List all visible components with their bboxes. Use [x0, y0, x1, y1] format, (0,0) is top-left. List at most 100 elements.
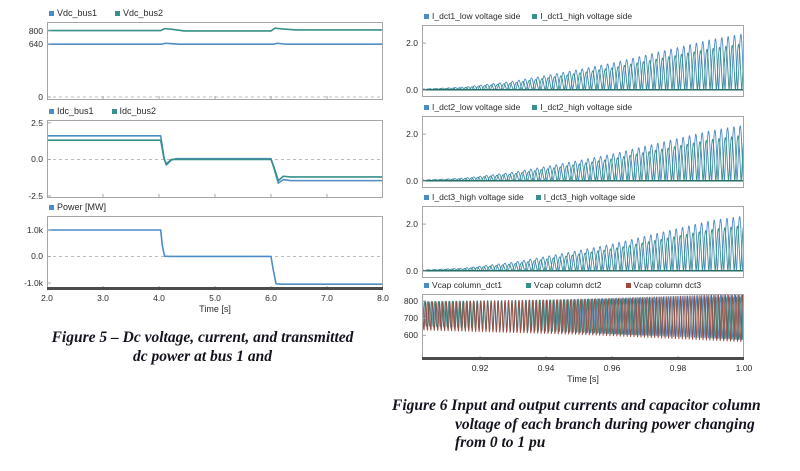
vcap-xaxis-title: Time [s]: [567, 374, 599, 384]
power-plot-canvas: [47, 216, 383, 290]
figure6-caption-line1: Figure 6 Input and output currents and c…: [392, 397, 761, 414]
blue-legend-marker-icon: [424, 104, 429, 110]
blue-legend-marker-icon: [424, 282, 429, 288]
power-xtick-label: 4.0: [153, 293, 165, 303]
vcap-legend-item: Vcap column dct2: [525, 280, 602, 290]
power-plot: Power [MW] 1.0k 0.0 -1.0k 2.0 3.0 4.0 5.0 6.0 7.0…: [24, 202, 389, 314]
i-dct1-legend-item: I_dct1_low voltage side: [424, 11, 520, 21]
idc-plot: Idc_bus1 Idc_bus2 2.5 0.0 -2.5: [28, 106, 383, 201]
teal-legend-marker-icon: [115, 10, 121, 16]
idc-bus-legend-item: Idc_bus1: [49, 106, 94, 116]
i-dct3-plot-canvas: [422, 206, 744, 278]
blue-legend-marker-icon: [49, 108, 54, 114]
teal-legend-marker-icon: [525, 282, 531, 288]
idc-bus-ytick-label: 2.5: [31, 117, 43, 128]
vcap-legend-label: Vcap column dct3: [633, 280, 702, 290]
vdc-bus-trace: [47, 42, 383, 45]
i-dct2-legend-item: I_dct2_high voltage side: [532, 102, 632, 112]
vdc-plot: Vdc_bus1 Vdc_bus2 800 640 0: [29, 8, 383, 102]
i-dct2-plot-canvas: [422, 116, 744, 188]
power-trace: [47, 229, 383, 285]
i-dct3-ytick-label: 0.0: [406, 266, 418, 277]
vcap-xtick-label: 0.98: [669, 363, 687, 373]
figure6-caption: Figure 6 Input and output currents and c…: [392, 397, 794, 453]
vdc-bus-legend: Vdc_bus1 Vdc_bus2: [49, 8, 163, 18]
vcap-xtick-label: 0.96: [603, 363, 621, 373]
power-xtick-label: 6.0: [265, 293, 277, 303]
vcap-legend: Vcap column_dct1 Vcap column dct2 Vcap col…: [424, 280, 701, 290]
vcap-ytick-label: 700: [403, 313, 418, 324]
vcap-legend-item: Vcap column_dct1: [424, 280, 502, 290]
power-legend: Power [MW]: [49, 202, 106, 212]
i-dct1-ytick-label: 2.0: [406, 38, 418, 49]
power-xaxis-title: Time [s]: [199, 304, 231, 314]
i-dct3-legend-item: I_dct3_high voltage side: [424, 192, 524, 202]
vcap-legend-label: Vcap column_dct1: [432, 280, 502, 290]
power-ytick-label: 1.0k: [26, 224, 43, 235]
vcap-ytick-label: 600: [403, 330, 418, 341]
blue-legend-marker-icon: [49, 204, 54, 210]
blue-legend-marker-icon: [424, 13, 429, 19]
idc-bus-legend: Idc_bus1 Idc_bus2: [49, 106, 156, 116]
vcap-legend-label: Vcap column dct2: [533, 280, 602, 290]
i-dct3-trace: [422, 224, 744, 272]
i-dct3-legend-item: I_dct3_high voltage side: [535, 192, 635, 202]
vdc-bus-trace: [47, 27, 383, 32]
vcap-xtick-label: 1.00: [735, 363, 753, 373]
figure5-caption-line2: dc power at bus 1 and: [132, 347, 273, 365]
vdc-bus-legend-item: Vdc_bus1: [49, 8, 97, 18]
power-xtick-label: 7.0: [321, 293, 333, 303]
power-xtick-label: 2.0: [41, 293, 53, 303]
plot-border: [47, 216, 383, 290]
power-legend-item: Power [MW]: [49, 202, 106, 212]
vcap-xtick-label: 0.92: [471, 363, 489, 373]
power-xtick-label: 5.0: [209, 293, 221, 303]
i-dct1-legend-label: I_dct1_high voltage side: [540, 11, 633, 21]
i-dct3-legend-label: I_dct3_high voltage side: [432, 192, 524, 202]
i-dct1-legend-label: I_dct1_low voltage side: [432, 11, 521, 21]
idc-bus-plot-canvas: [47, 120, 383, 198]
i-dct2-ytick-label: 2.0: [406, 129, 418, 140]
figure5-caption-line1: Figure 5 – Dc voltage, current, and tran…: [51, 329, 354, 346]
i-dct1-legend: I_dct1_low voltage side I_dct1_high volta…: [424, 11, 632, 21]
plot-border: [422, 206, 744, 278]
idc-bus-legend-item: Idc_bus2: [111, 106, 157, 116]
teal-legend-marker-icon: [535, 194, 541, 200]
i-dct1-plot-canvas: [422, 25, 744, 97]
i-dct1-trace: [422, 33, 744, 91]
vcap-plot-canvas: [422, 294, 744, 360]
vcap-xtick-label: 0.94: [537, 363, 555, 373]
idct3-plot: I_dct3_high voltage side I_dct3_high volt…: [406, 192, 744, 278]
teal-legend-marker-icon: [111, 108, 117, 114]
figure6-caption-line3: from 0 to 1 pu: [455, 434, 546, 451]
i-dct2-legend: I_dct2_low voltage side I_dct2_high volta…: [424, 102, 632, 112]
vcap-trace: [422, 294, 744, 342]
vdc-bus-ytick-label: 640: [28, 39, 43, 50]
blue-legend-marker-icon: [49, 10, 54, 16]
i-dct2-legend-label: I_dct2_high voltage side: [540, 102, 633, 112]
power-legend-label: Power [MW]: [57, 202, 107, 212]
plot-border: [422, 116, 744, 188]
idct1-plot: I_dct1_low voltage side I_dct1_high volta…: [406, 11, 744, 97]
vcap-legend-item: Vcap column dct3: [625, 280, 702, 290]
i-dct2-trace: [422, 135, 744, 182]
i-dct2-legend-item: I_dct2_low voltage side: [424, 102, 520, 112]
idc-bus-legend-label: Idc_bus2: [119, 106, 157, 116]
i-dct1-legend-item: I_dct1_high voltage side: [532, 11, 632, 21]
power-xtick-label: 3.0: [97, 293, 109, 303]
vdc-bus-legend-item: Vdc_bus2: [115, 8, 163, 18]
blue-legend-marker-icon: [424, 194, 429, 200]
vcap-plot: Vcap column_dct1 Vcap column dct2 Vcap col…: [404, 280, 752, 384]
teal-legend-marker-icon: [532, 104, 538, 110]
vdc-bus-plot-canvas: [47, 22, 383, 100]
power-xtick-label: 8.0: [377, 293, 389, 303]
power-ytick-label: -1.0k: [24, 277, 43, 288]
plot-border: [47, 120, 383, 198]
teal-legend-marker-icon: [532, 13, 538, 19]
vdc-bus-legend-label: Vdc_bus1: [57, 8, 98, 18]
power-ytick-label: 0.0: [31, 251, 43, 262]
i-dct2-ytick-label: 0.0: [406, 176, 418, 187]
idc-bus-legend-label: Idc_bus1: [57, 106, 94, 116]
vdc-bus-ytick-label: 0: [38, 92, 43, 103]
